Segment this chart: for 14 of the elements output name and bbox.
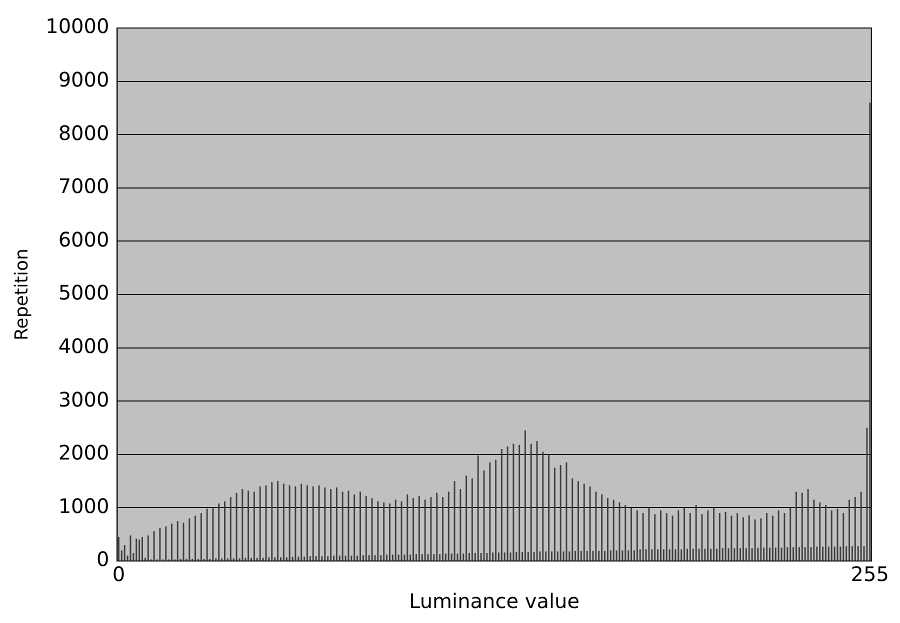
- y-tick-label: 8000: [58, 120, 110, 145]
- y-tick-label: 2000: [58, 440, 110, 465]
- y-tick-label: 4000: [58, 334, 110, 358]
- y-tick-label: 7000: [58, 174, 110, 198]
- x-tick-label: 255: [850, 562, 889, 586]
- y-tick-label: 1000: [58, 494, 110, 518]
- y-tick-label: 9000: [58, 68, 110, 92]
- y-axis-title: Repetition: [11, 248, 32, 340]
- y-tick-label: 6000: [58, 227, 110, 252]
- y-tick-label: 3000: [58, 387, 110, 412]
- y-tick-label: 5000: [58, 280, 110, 305]
- y-tick-label: 10000: [46, 14, 110, 38]
- x-axis-title: Luminance value: [409, 589, 580, 614]
- y-tick-label: 0: [96, 547, 110, 572]
